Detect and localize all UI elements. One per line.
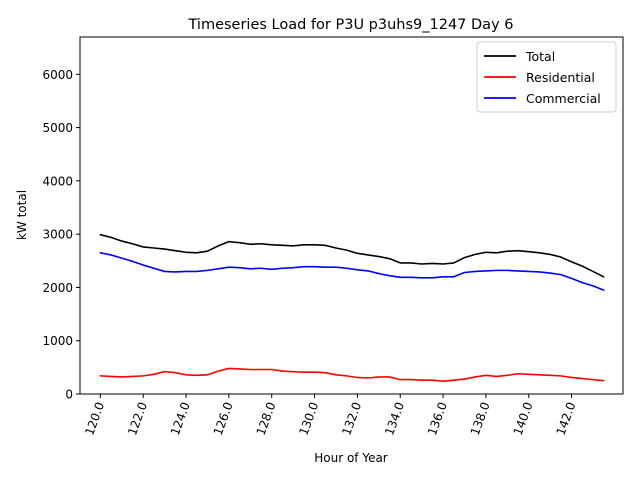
series-layer — [99, 233, 605, 383]
x-axis: 120.0 122.0 124.0 126.0 128.0 130.0 132.0 134.0… — [82, 394, 578, 437]
series-line-total — [99, 233, 605, 278]
y-tick-label: 6000 — [42, 68, 73, 82]
x-tick-label: 140.0 — [511, 400, 536, 437]
x-tick-label: 126.0 — [211, 400, 236, 437]
series-line-commercial — [99, 252, 605, 291]
series-line-residential — [99, 367, 605, 383]
legend-label-commercial: Commercial — [526, 91, 601, 106]
y-tick-label: 5000 — [42, 121, 73, 135]
y-tick-label: 0 — [65, 388, 73, 402]
x-tick-label: 124.0 — [168, 400, 193, 437]
x-tick-label: 138.0 — [468, 400, 493, 437]
chart-title: Timeseries Load for P3U p3uhs9_1247 Day … — [188, 17, 514, 33]
legend-label-residential: Residential — [526, 70, 595, 85]
legend: Total Residential Commercial — [476, 41, 617, 113]
x-axis-label: Hour of Year — [314, 451, 388, 465]
x-tick-label: 120.0 — [82, 400, 107, 437]
legend-label-total: Total — [525, 49, 555, 64]
x-tick-label: 134.0 — [382, 400, 407, 437]
y-axis-label: kW total — [15, 190, 29, 240]
x-tick-label: 130.0 — [296, 400, 321, 437]
y-tick-label: 4000 — [42, 174, 73, 188]
x-tick-label: 136.0 — [425, 400, 450, 437]
y-axis: 0 1000 2000 3000 4000 5000 6000 — [42, 68, 80, 402]
y-tick-label: 1000 — [42, 334, 73, 348]
x-tick-label: 142.0 — [554, 400, 579, 437]
plot-border — [79, 36, 624, 395]
x-tick-label: 122.0 — [125, 400, 150, 437]
y-tick-label: 3000 — [42, 228, 73, 242]
legend-box — [476, 41, 617, 113]
x-tick-label: 132.0 — [339, 400, 364, 437]
y-tick-label: 2000 — [42, 281, 73, 295]
x-tick-label: 128.0 — [254, 400, 279, 437]
